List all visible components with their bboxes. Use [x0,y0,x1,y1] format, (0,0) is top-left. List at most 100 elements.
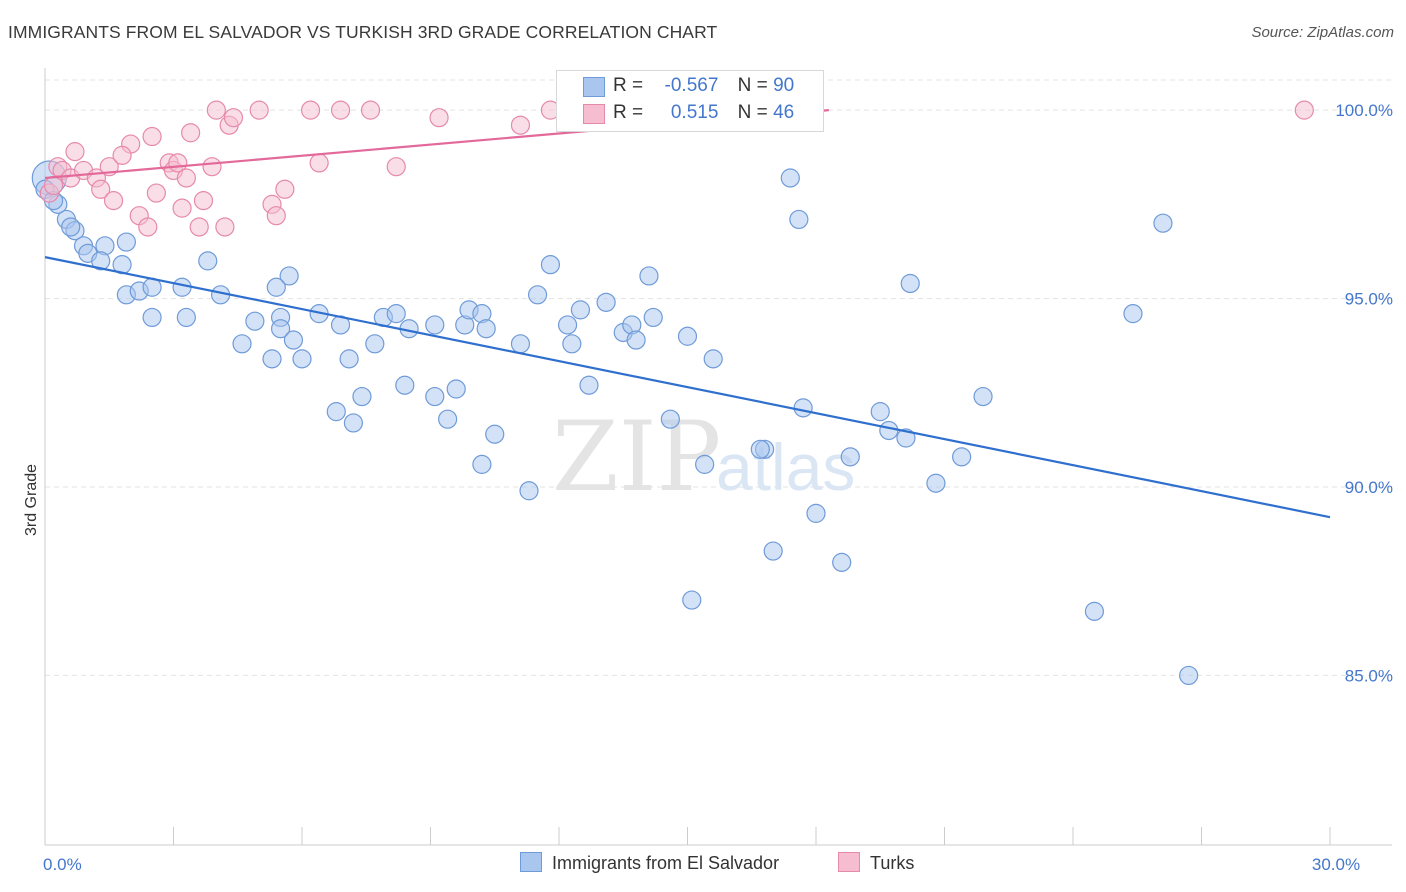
point-salvador [266,277,286,297]
legend-r-label-salvador: R = [613,75,644,96]
y-axis-label: 3rd Grade [23,464,40,536]
point-salvador [279,266,299,286]
point-salvador [870,402,890,422]
legend-n-value-salvador: 90 [773,75,795,96]
point-turks [300,100,321,120]
point-turks [360,100,381,120]
y-tick-label: 90.0% [1345,478,1393,497]
point-salvador [557,315,578,335]
point-salvador [1179,665,1199,686]
legend-r-value-salvador: -0.567 [664,75,719,96]
point-turks [193,190,214,211]
point-turks [202,157,222,177]
point-turks [1294,100,1314,120]
point-salvador [343,413,363,433]
gridlines [45,79,1392,676]
tick-labels: 100.0% 95.0% 90.0% 85.0% 0.0% 30.0% [43,101,1393,874]
point-salvador [245,311,265,331]
point-turks [91,179,111,199]
point-salvador [232,334,252,354]
point-salvador [472,454,492,474]
point-turks [138,217,158,237]
point-salvador [900,273,920,294]
point-salvador [639,266,659,286]
point-turks [103,190,124,211]
legend-r-label-turks: R = [613,102,644,123]
point-turks [181,123,201,143]
point-salvador [510,334,531,354]
point-salvador [806,503,826,523]
bottom-legend-swatch-turks [838,852,860,872]
point-salvador [660,409,680,429]
point-salvador [438,409,458,429]
point-salvador [896,428,916,448]
point-salvador [682,590,702,610]
point-salvador [926,473,946,493]
point-salvador [1084,601,1105,621]
point-salvador [339,349,359,369]
y-tick-label: 95.0% [1345,290,1393,309]
point-turks [275,179,295,199]
y-tick-label: 85.0% [1345,666,1393,685]
point-turks [112,145,132,165]
point-salvador [352,386,372,407]
point-salvador [832,552,852,572]
point-salvador [840,447,860,467]
legend-r-value-turks: 0.515 [670,102,719,123]
point-salvador [626,330,646,350]
point-salvador [326,402,346,422]
point-salvador [1153,213,1173,233]
stats-legend: R = -0.567 N = 90 R = 0.515 N = 46 [556,70,824,132]
bottom-legend-turks: Turks [838,852,914,874]
point-salvador [562,334,582,354]
point-salvador [596,292,616,312]
point-salvador [570,300,591,320]
point-salvador [485,424,505,444]
point-salvador [677,326,698,346]
point-salvador [527,285,548,305]
trend-line-salvador [44,256,1331,519]
point-salvador [198,251,218,271]
watermark-zip: ZIP [552,401,721,513]
source-credit: Source: ZipAtlas.com [1251,24,1394,41]
legend-n-label-salvador: N = [737,75,768,96]
legend-n-label-turks: N = [737,102,768,123]
point-turks [142,126,162,147]
point-salvador [476,319,496,339]
bottom-legend-swatch-salvador [520,852,542,872]
point-turks [309,153,329,173]
series-salvador-points [31,160,1199,686]
bottom-legend-salvador: Immigrants from El Salvador [520,852,779,874]
point-salvador [142,307,162,328]
point-turks [266,206,286,226]
legend-swatch-salvador [583,77,605,97]
point-salvador [425,386,445,407]
point-turks [386,157,406,177]
point-turks [189,217,209,237]
point-salvador [879,420,899,441]
legend-n-value-turks: 46 [773,102,795,123]
point-turks [223,108,244,128]
point-salvador [292,349,312,369]
point-turks [176,168,196,188]
point-salvador [695,454,715,474]
point-salvador [270,319,291,339]
point-salvador [395,375,415,395]
x-tick-label: 30.0% [1312,855,1360,874]
point-salvador [425,315,445,335]
point-salvador [579,375,599,395]
bottom-legend-label-salvador: Immigrants from El Salvador [552,853,780,873]
point-turks [510,115,531,135]
point-salvador [1123,304,1143,324]
point-salvador [519,481,539,501]
watermark-atlas: atlas [716,430,855,504]
point-salvador [750,439,770,459]
point-salvador [643,307,663,328]
point-salvador [386,304,406,324]
point-turks [215,217,235,237]
point-salvador [61,217,81,237]
point-turks [65,142,85,162]
point-salvador [262,349,282,369]
point-salvador [91,251,111,271]
